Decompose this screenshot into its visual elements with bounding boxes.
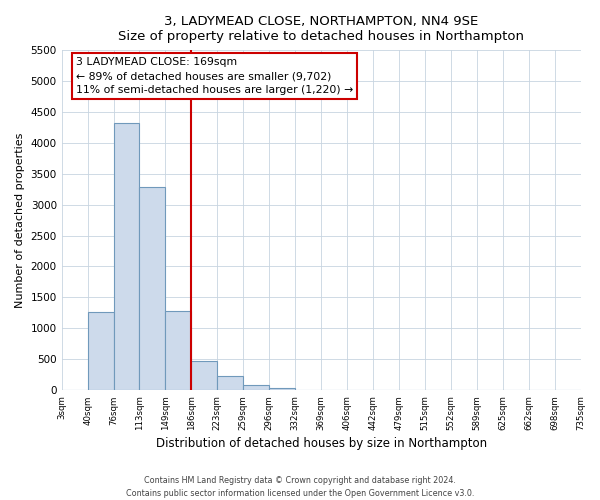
Bar — [191, 361, 217, 390]
Bar — [217, 376, 243, 390]
Text: Contains HM Land Registry data © Crown copyright and database right 2024.
Contai: Contains HM Land Registry data © Crown c… — [126, 476, 474, 498]
Bar — [269, 388, 295, 390]
Bar — [166, 311, 191, 390]
Text: 3 LADYMEAD CLOSE: 169sqm
← 89% of detached houses are smaller (9,702)
11% of sem: 3 LADYMEAD CLOSE: 169sqm ← 89% of detach… — [76, 57, 353, 95]
Y-axis label: Number of detached properties: Number of detached properties — [15, 132, 25, 308]
Bar — [139, 187, 166, 390]
X-axis label: Distribution of detached houses by size in Northampton: Distribution of detached houses by size … — [155, 437, 487, 450]
Bar — [243, 386, 269, 390]
Bar — [113, 123, 139, 390]
Bar — [88, 312, 113, 390]
Title: 3, LADYMEAD CLOSE, NORTHAMPTON, NN4 9SE
Size of property relative to detached ho: 3, LADYMEAD CLOSE, NORTHAMPTON, NN4 9SE … — [118, 15, 524, 43]
